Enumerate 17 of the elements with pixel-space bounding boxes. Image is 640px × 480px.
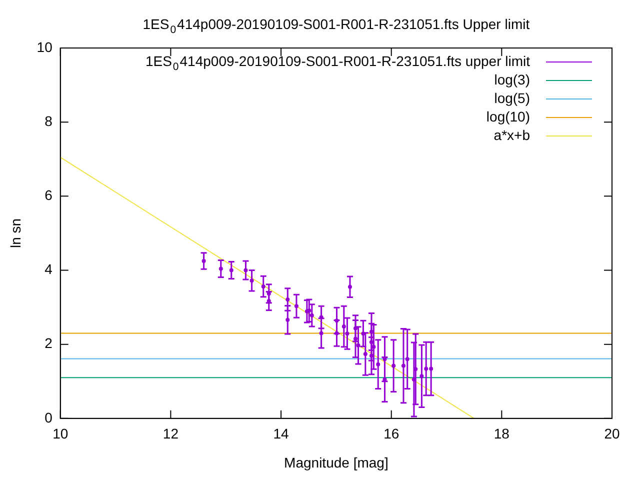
y-tick-label: 4 xyxy=(44,261,53,278)
x-tick-label: 18 xyxy=(494,426,510,442)
x-tick-label: 14 xyxy=(273,426,290,442)
x-tick-label: 16 xyxy=(384,426,400,442)
y-axis-title: ln sn xyxy=(7,218,24,248)
legend-label: log(10) xyxy=(486,108,530,124)
x-tick-label: 12 xyxy=(162,426,179,442)
y-tick-label: 2 xyxy=(44,335,53,352)
y-tick-label: 0 xyxy=(44,409,53,426)
legend-label: log(5) xyxy=(494,90,530,106)
y-tick-label: 8 xyxy=(44,112,53,129)
x-tick-label: 20 xyxy=(604,426,620,442)
y-tick-label: 10 xyxy=(36,38,53,55)
legend-label: a*x+b xyxy=(494,126,530,143)
y-tick-label: 6 xyxy=(44,187,53,204)
legend-label: log(3) xyxy=(494,71,530,88)
x-axis-title: Magnitude [mag] xyxy=(284,454,388,470)
